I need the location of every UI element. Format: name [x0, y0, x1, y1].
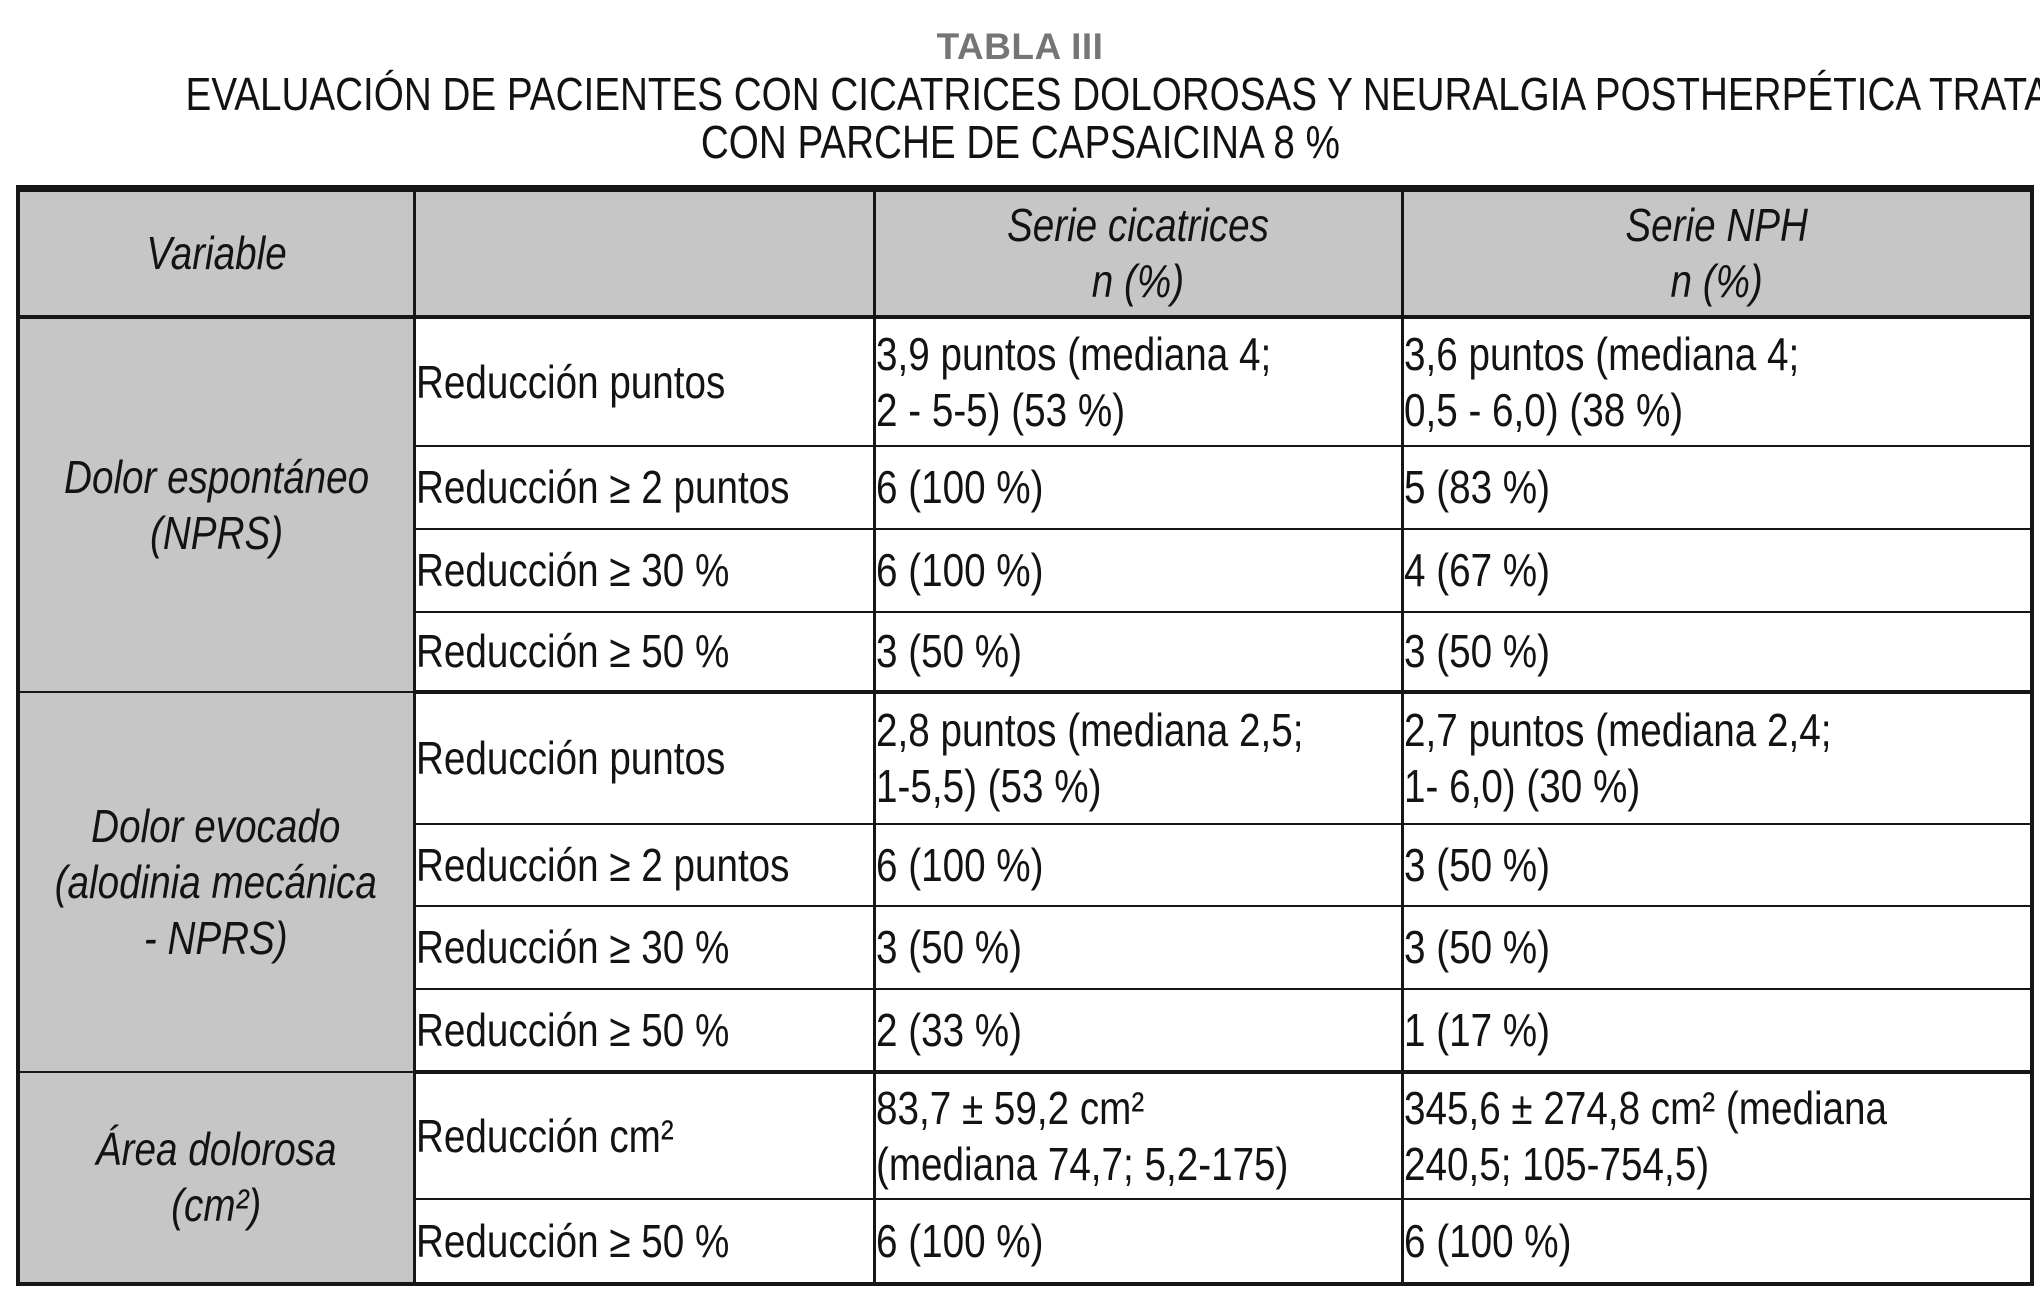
group-cell-dolor-espontaneo: Dolor espontáneo (NPRS)	[16, 315, 416, 693]
table-heading: TABLA III	[936, 26, 1104, 67]
cicatrices-value-cell: 3,9 puntos (mediana 4; 2 - 5-5) (53 %)	[872, 315, 1404, 447]
cicatrices-value-cell: 3 (50 %)	[872, 904, 1404, 990]
nph-value-cell: 4 (67 %)	[1400, 527, 2034, 613]
nph-value-cell: 6 (100 %)	[1400, 1197, 2034, 1285]
measure-cell: Reducción ≥ 30 %	[412, 527, 876, 613]
cicatrices-value-cell: 83,7 ± 59,2 cm² (mediana 74,7; 5,2-175)	[872, 1070, 1404, 1200]
nph-value-cell: 345,6 ± 274,8 cm² (mediana 240,5; 105-75…	[1400, 1070, 2034, 1200]
cicatrices-value-cell: 3 (50 %)	[872, 610, 1404, 694]
cicatrices-value-cell: 6 (100 %)	[872, 1197, 1404, 1285]
cicatrices-value-cell: 2,8 puntos (mediana 2,5; 1-5,5) (53 %)	[872, 690, 1404, 825]
header-serie-nph: Serie NPH n (%)	[1400, 187, 2034, 319]
capsaicin-results-table: Variable Serie cicatrices n (%) Serie NP…	[16, 185, 2034, 1286]
cicatrices-value-cell: 6 (100 %)	[872, 444, 1404, 530]
nph-value-cell: 3,6 puntos (mediana 4; 0,5 - 6,0) (38 %)	[1400, 315, 2034, 447]
nph-value-cell: 5 (83 %)	[1400, 444, 2034, 530]
nph-value-cell: 3 (50 %)	[1400, 610, 2034, 694]
cicatrices-value-cell: 6 (100 %)	[872, 527, 1404, 613]
measure-cell: Reducción cm²	[412, 1070, 876, 1200]
cicatrices-value-cell: 6 (100 %)	[872, 822, 1404, 907]
header-measure-empty	[412, 187, 876, 319]
measure-cell: Reducción ≥ 50 %	[412, 1197, 876, 1285]
table-subtitle-line1: EVALUACIÓN DE PACIENTES CON CICATRICES D…	[185, 68, 2040, 120]
measure-cell: Reducción ≥ 50 %	[412, 610, 876, 694]
measure-cell: Reducción ≥ 30 %	[412, 904, 876, 990]
title-block: TABLA III EVALUACIÓN DE PACIENTES CON CI…	[0, 24, 2040, 166]
cicatrices-value-cell: 2 (33 %)	[872, 987, 1404, 1074]
measure-cell: Reducción puntos	[412, 690, 876, 825]
group-cell-area-dolorosa: Área dolorosa (cm²)	[16, 1070, 416, 1285]
group-cell-dolor-evocado: Dolor evocado (alodinia mecánica - NPRS)	[16, 690, 416, 1073]
header-serie-cicatrices: Serie cicatrices n (%)	[872, 187, 1404, 319]
measure-cell: Reducción ≥ 2 puntos	[412, 822, 876, 907]
nph-value-cell: 2,7 puntos (mediana 2,4; 1- 6,0) (30 %)	[1400, 690, 2034, 825]
header-variable: Variable	[16, 187, 416, 319]
measure-cell: Reducción ≥ 2 puntos	[412, 444, 876, 530]
nph-value-cell: 3 (50 %)	[1400, 904, 2034, 990]
measure-cell: Reducción puntos	[412, 315, 876, 447]
nph-value-cell: 3 (50 %)	[1400, 822, 2034, 907]
nph-value-cell: 1 (17 %)	[1400, 987, 2034, 1074]
measure-cell: Reducción ≥ 50 %	[412, 987, 876, 1074]
table-subtitle-line2: CON PARCHE DE CAPSAICINA 8 %	[700, 116, 1340, 168]
